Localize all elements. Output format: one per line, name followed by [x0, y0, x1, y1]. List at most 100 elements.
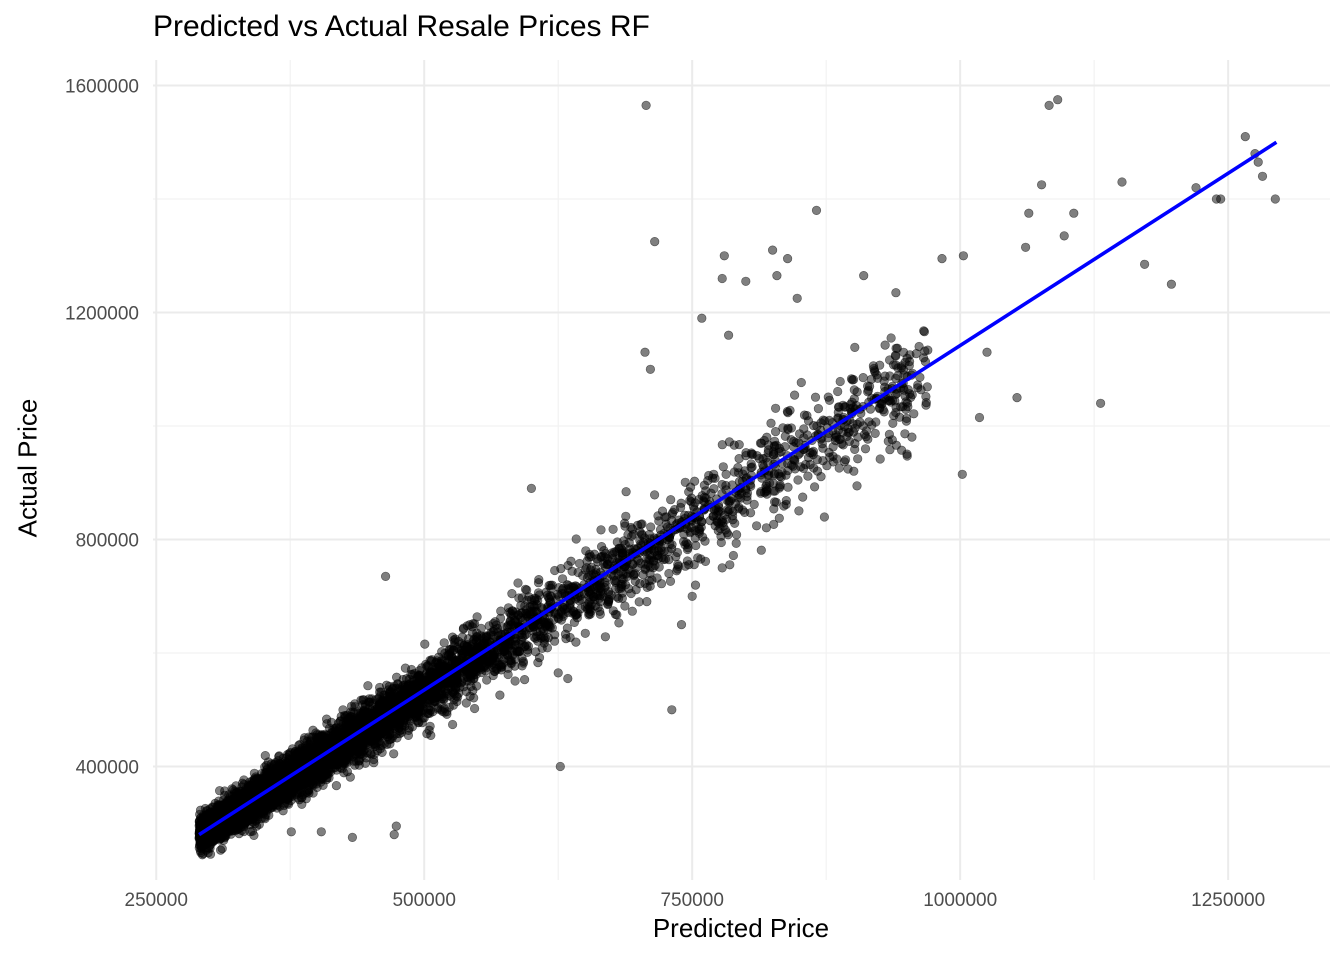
data-point [902, 449, 912, 459]
data-point [871, 417, 881, 427]
data-point [731, 530, 742, 540]
data-point [835, 376, 845, 387]
data-point [875, 360, 885, 370]
data-point [646, 522, 656, 532]
data-point [717, 479, 727, 490]
data-point [921, 400, 931, 410]
data-point [810, 392, 821, 402]
data-point [911, 349, 921, 359]
data-point [686, 497, 696, 507]
data-point [833, 386, 843, 397]
data-point [470, 703, 480, 714]
data-point [472, 681, 482, 691]
data-point [870, 367, 880, 377]
data-point [756, 438, 767, 448]
data-point [621, 487, 631, 497]
data-point [866, 374, 877, 384]
data-point [571, 534, 581, 544]
data-point [354, 756, 364, 766]
data-point [482, 675, 492, 685]
data-point [770, 427, 781, 437]
data-point [574, 558, 585, 569]
data-point [852, 387, 862, 397]
data-point [649, 490, 660, 500]
data-point [716, 537, 726, 548]
data-point [635, 578, 645, 589]
data-point [439, 638, 449, 648]
data-point [694, 524, 705, 535]
data-point [557, 574, 568, 584]
data-point [853, 432, 863, 442]
data-point [731, 538, 741, 548]
data-point [637, 519, 647, 529]
data-point [680, 540, 690, 550]
major-gridlines [153, 60, 1330, 880]
data-point [794, 429, 805, 439]
data-point [819, 512, 830, 522]
data-point [809, 482, 820, 492]
data-point [891, 343, 901, 353]
data-point [420, 639, 430, 649]
data-point [618, 574, 628, 584]
data-point [510, 676, 520, 686]
data-point [745, 508, 756, 518]
data-points [194, 95, 1280, 860]
data-point [424, 725, 434, 735]
data-point [533, 657, 543, 668]
data-point [884, 355, 895, 365]
data-point [886, 333, 896, 343]
data-point [572, 613, 582, 623]
data-point [901, 413, 912, 424]
data-point [725, 560, 735, 570]
data-point [514, 593, 524, 603]
data-point [751, 521, 762, 531]
data-point [620, 539, 630, 550]
data-point [858, 373, 868, 383]
data-point [684, 487, 694, 497]
data-point [812, 466, 823, 476]
data-point [769, 497, 780, 507]
data-point [783, 482, 793, 492]
data-point [833, 407, 843, 418]
data-point [660, 554, 671, 564]
data-point [700, 556, 711, 567]
data-point [369, 758, 379, 768]
data-point [870, 428, 880, 439]
data-point [469, 693, 479, 703]
data-point [260, 750, 270, 761]
data-point [885, 445, 895, 455]
data-point [518, 658, 529, 668]
data-point [727, 480, 737, 490]
data-point [513, 578, 523, 588]
data-point [774, 443, 785, 454]
data-point [852, 481, 862, 491]
data-point [531, 647, 541, 657]
data-point [738, 469, 748, 479]
data-point [664, 568, 674, 579]
data-point [448, 719, 458, 730]
data-point [619, 518, 630, 528]
data-point [562, 623, 573, 633]
data-point [461, 698, 471, 708]
data-point [849, 466, 859, 476]
data-point [472, 612, 482, 622]
data-point [626, 588, 636, 599]
data-point [794, 506, 804, 516]
data-point [840, 402, 850, 412]
data-point [700, 536, 710, 546]
data-point [769, 436, 780, 446]
data-point [850, 444, 860, 455]
data-point [495, 690, 505, 700]
data-point [452, 696, 462, 707]
data-point [690, 580, 701, 590]
data-point [675, 502, 686, 513]
data-point [729, 440, 739, 450]
data-point [322, 714, 332, 724]
data-point [239, 775, 249, 785]
data-point [749, 499, 759, 510]
data-point [680, 477, 690, 487]
data-point [766, 418, 776, 428]
data-point [389, 749, 399, 759]
data-point [672, 547, 683, 558]
